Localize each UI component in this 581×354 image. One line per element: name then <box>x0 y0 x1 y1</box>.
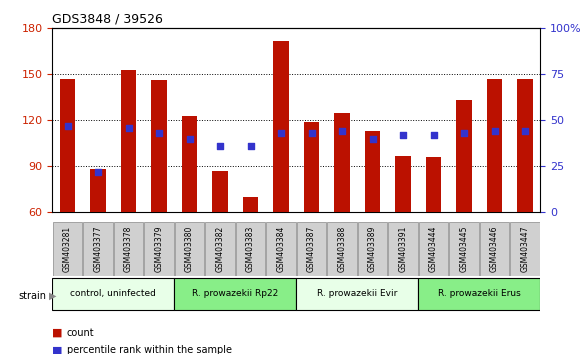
FancyBboxPatch shape <box>84 222 113 276</box>
Bar <box>365 131 380 212</box>
Text: GSM403389: GSM403389 <box>368 226 377 272</box>
FancyBboxPatch shape <box>52 278 174 310</box>
Text: strain: strain <box>19 291 46 301</box>
Text: GSM403384: GSM403384 <box>277 226 285 272</box>
Bar <box>121 70 136 212</box>
Text: GSM403391: GSM403391 <box>399 226 407 272</box>
Bar <box>213 171 228 212</box>
FancyBboxPatch shape <box>174 278 296 310</box>
FancyBboxPatch shape <box>236 222 265 276</box>
Text: GSM403444: GSM403444 <box>429 226 438 272</box>
Point <box>155 130 164 136</box>
FancyBboxPatch shape <box>53 222 82 276</box>
Text: R. prowazekii Evir: R. prowazekii Evir <box>317 289 397 298</box>
Text: R. prowazekii Erus: R. prowazekii Erus <box>438 289 521 298</box>
Text: GSM403447: GSM403447 <box>521 226 529 272</box>
FancyBboxPatch shape <box>419 222 448 276</box>
Text: R. prowazekii Rp22: R. prowazekii Rp22 <box>192 289 278 298</box>
Point <box>185 136 194 142</box>
Text: count: count <box>67 328 95 338</box>
FancyBboxPatch shape <box>296 278 418 310</box>
Point <box>94 169 103 175</box>
Text: GSM403383: GSM403383 <box>246 226 255 272</box>
Point <box>63 123 72 129</box>
Point <box>246 143 255 149</box>
Point <box>460 130 469 136</box>
FancyBboxPatch shape <box>450 222 479 276</box>
FancyBboxPatch shape <box>297 222 326 276</box>
Text: ■: ■ <box>52 328 63 338</box>
Bar <box>243 197 258 212</box>
Point <box>307 130 316 136</box>
Bar <box>274 41 289 212</box>
Bar <box>182 116 197 212</box>
Point <box>338 129 347 134</box>
FancyBboxPatch shape <box>175 222 204 276</box>
Text: GSM403380: GSM403380 <box>185 226 194 272</box>
FancyBboxPatch shape <box>418 278 540 310</box>
Point <box>490 129 499 134</box>
FancyBboxPatch shape <box>389 222 418 276</box>
Bar <box>457 101 472 212</box>
Text: GSM403378: GSM403378 <box>124 226 133 272</box>
Bar <box>426 157 441 212</box>
Text: control, uninfected: control, uninfected <box>70 289 156 298</box>
FancyBboxPatch shape <box>267 222 296 276</box>
Point <box>368 136 377 142</box>
Bar <box>152 80 167 212</box>
Text: ■: ■ <box>52 346 63 354</box>
Point <box>124 125 133 131</box>
Text: percentile rank within the sample: percentile rank within the sample <box>67 346 232 354</box>
Text: GSM403388: GSM403388 <box>338 226 346 272</box>
FancyBboxPatch shape <box>206 222 235 276</box>
Bar <box>518 79 533 212</box>
Text: GSM403445: GSM403445 <box>460 226 468 272</box>
FancyBboxPatch shape <box>358 222 387 276</box>
FancyBboxPatch shape <box>511 222 540 276</box>
Bar <box>396 156 411 212</box>
Point <box>521 129 530 134</box>
Bar <box>60 79 75 212</box>
FancyBboxPatch shape <box>328 222 357 276</box>
Point <box>216 143 225 149</box>
Bar <box>304 122 319 212</box>
Text: GDS3848 / 39526: GDS3848 / 39526 <box>52 13 163 26</box>
Bar <box>335 113 350 212</box>
FancyBboxPatch shape <box>145 222 174 276</box>
Text: GSM403382: GSM403382 <box>216 226 224 272</box>
Text: GSM403281: GSM403281 <box>63 226 72 272</box>
Point <box>399 132 408 138</box>
Point <box>429 132 438 138</box>
FancyBboxPatch shape <box>480 222 509 276</box>
Bar <box>91 170 106 212</box>
FancyBboxPatch shape <box>114 222 143 276</box>
Text: GSM403379: GSM403379 <box>155 226 163 272</box>
Text: GSM403387: GSM403387 <box>307 226 316 272</box>
Text: ▶: ▶ <box>49 291 57 301</box>
Text: GSM403377: GSM403377 <box>94 226 102 272</box>
Bar <box>487 79 502 212</box>
Text: GSM403446: GSM403446 <box>490 226 499 272</box>
Point <box>277 130 286 136</box>
